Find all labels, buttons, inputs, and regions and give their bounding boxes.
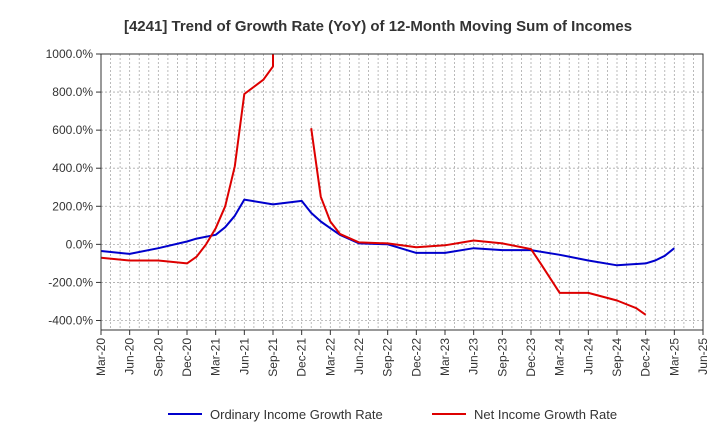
- x-axis: Mar-20 Jun-20 Sep-20 Dec-20 Mar-21 Jun-21 Sep-…: [94, 330, 710, 377]
- y-tick-label: 600.0%: [52, 123, 93, 137]
- y-tick-label: 400.0%: [52, 161, 93, 175]
- x-tick-label: Dec-20: [180, 338, 194, 377]
- plot-frame: [100, 53, 704, 331]
- x-tick-label: Jun-21: [237, 338, 251, 375]
- x-tick-label: Mar-21: [209, 338, 223, 376]
- series-layer: [101, 54, 675, 316]
- grid: [100, 53, 704, 330]
- x-tick-label: Mar-24: [553, 338, 567, 376]
- legend-label: Ordinary Income Growth Rate: [210, 407, 383, 422]
- series-line-net-income: [310, 128, 647, 316]
- x-tick-label: Jun-25: [696, 338, 710, 375]
- x-tick-label: Jun-24: [581, 338, 595, 375]
- legend: Ordinary Income Growth Rate Net Income Gr…: [168, 407, 617, 422]
- x-tick-label: Mar-23: [438, 338, 452, 376]
- y-tick-label: 1000.0%: [46, 47, 94, 61]
- x-tick-label: Jun-20: [123, 338, 137, 375]
- x-tick-label: Jun-23: [467, 338, 481, 375]
- series-line-net-income: [101, 54, 274, 265]
- y-tick-label: -400.0%: [48, 313, 93, 327]
- x-tick-label: Mar-20: [94, 338, 108, 376]
- x-tick-label: Sep-21: [266, 338, 280, 377]
- y-tick-label: 800.0%: [52, 85, 93, 99]
- x-tick-label: Dec-22: [409, 338, 423, 377]
- x-tick-label: Dec-24: [639, 338, 653, 377]
- x-tick-label: Sep-24: [610, 338, 624, 377]
- x-tick-label: Dec-21: [295, 338, 309, 377]
- x-tick-label: Mar-22: [323, 338, 337, 376]
- y-axis: 1000.0% 800.0% 600.0% 400.0% 200.0% 0.0% -200.…: [46, 47, 101, 327]
- y-tick-label: -200.0%: [48, 275, 93, 289]
- x-tick-label: Mar-25: [667, 338, 681, 376]
- y-tick-label: 0.0%: [66, 237, 94, 251]
- legend-label: Net Income Growth Rate: [474, 407, 617, 422]
- x-tick-label: Sep-22: [381, 338, 395, 377]
- chart-title: [4241] Trend of Growth Rate (YoY) of 12-…: [124, 18, 632, 35]
- x-tick-label: Sep-23: [495, 338, 509, 377]
- x-tick-label: Sep-20: [151, 338, 165, 377]
- x-tick-label: Dec-23: [524, 338, 538, 377]
- y-tick-label: 200.0%: [52, 199, 93, 213]
- x-tick-label: Jun-22: [352, 338, 366, 375]
